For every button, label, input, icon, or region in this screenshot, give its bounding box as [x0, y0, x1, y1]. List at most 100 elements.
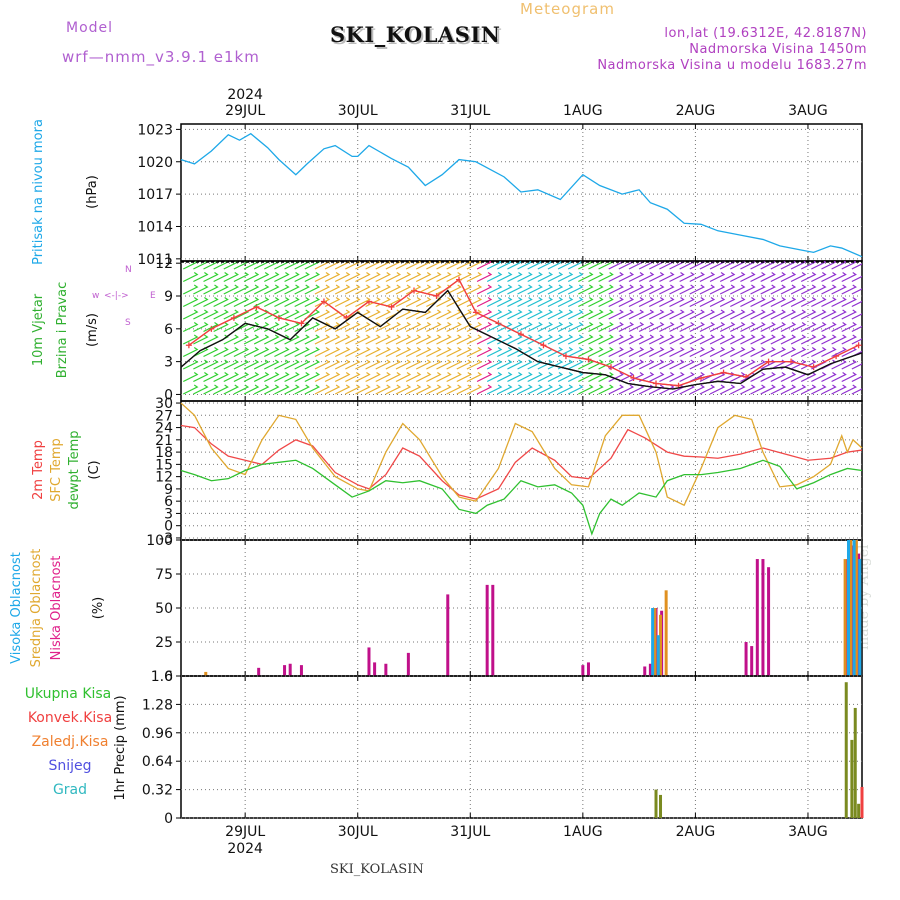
wind-barb — [780, 284, 797, 295]
wind-barb — [709, 309, 726, 320]
wind-barb — [517, 384, 533, 395]
wind-barb — [385, 261, 402, 270]
bar — [406, 652, 410, 676]
wind-barb — [497, 272, 513, 283]
wind-barb — [294, 334, 310, 345]
wind-barb — [355, 372, 371, 383]
precip-legend-item: Snijeg — [48, 758, 91, 774]
wind-key-w: w — [92, 291, 99, 301]
precip-legend-item: Zaledj.Kisa — [32, 734, 109, 750]
wind-barb — [486, 272, 503, 283]
wind-barb — [507, 334, 523, 345]
wind-barb — [375, 347, 391, 358]
wind-barb — [790, 384, 807, 395]
wind-barb — [719, 322, 736, 333]
wind-barb — [841, 322, 857, 333]
wind-barb — [304, 297, 321, 308]
wind-barb — [648, 284, 665, 295]
wind-barb — [689, 359, 705, 370]
y-tick-label: 100 — [146, 533, 173, 549]
wind-barb — [233, 347, 250, 358]
wind-barb — [456, 261, 472, 270]
bar — [651, 608, 655, 676]
wind-barb — [730, 297, 746, 308]
wind-barb — [314, 297, 331, 308]
wind-barb — [213, 359, 229, 370]
wind-barb — [800, 261, 817, 270]
wind-barb — [203, 322, 219, 333]
wind-barb — [446, 297, 462, 308]
wind-barb — [314, 284, 331, 295]
wind-barb — [395, 322, 412, 333]
wind-barb — [659, 384, 675, 395]
wind-barb — [851, 288, 862, 295]
wind-series-line — [180, 289, 863, 390]
wind-barb — [578, 309, 594, 320]
wind-barb — [476, 297, 493, 308]
wind-barb — [598, 272, 614, 283]
wind-barb — [628, 322, 645, 333]
wind-barb — [355, 309, 371, 320]
wind-barb — [598, 284, 614, 295]
y-tick-label: 21 — [155, 433, 173, 449]
wind-barb — [334, 297, 351, 308]
wind-barb — [415, 384, 432, 395]
wind-barb — [537, 334, 554, 345]
wind-barb — [821, 272, 837, 283]
wind-barb — [567, 359, 584, 370]
wind-barb — [638, 334, 655, 345]
bar — [853, 707, 857, 818]
bar — [257, 667, 261, 676]
wind-barb — [669, 372, 685, 383]
y-tick-label: 1023 — [137, 122, 173, 138]
wind-barb — [375, 272, 391, 283]
wind-barb — [345, 384, 361, 395]
wind-barb — [709, 359, 726, 370]
wind-barb — [243, 384, 260, 395]
wind-barb — [405, 261, 422, 270]
wind-barb — [608, 284, 624, 295]
wind-barb — [831, 322, 847, 333]
wind-barb — [253, 322, 270, 333]
wind-barb — [628, 309, 645, 320]
wind-barb — [233, 384, 250, 395]
y-tick-label: 6 — [164, 322, 173, 338]
wind-barb — [284, 372, 300, 383]
wind-barb — [517, 334, 533, 345]
wind-barb — [294, 309, 310, 320]
bar — [654, 789, 658, 818]
wind-barb — [334, 284, 351, 295]
panel-frame-precip — [180, 675, 863, 819]
wind-barb — [182, 272, 199, 283]
wind-barb — [223, 359, 239, 370]
wind-barb — [243, 334, 260, 345]
wind-barb — [497, 297, 513, 308]
model-altitude-label: Nadmorska Visina u modelu 1683.27m — [597, 58, 867, 73]
wind-barb — [740, 359, 756, 370]
series-line — [180, 459, 863, 536]
wind-barb — [578, 384, 594, 395]
wind-barb — [243, 297, 260, 308]
bottom-day-label: 29JUL — [225, 824, 265, 840]
wind-barb — [334, 384, 351, 395]
wind-barb — [233, 309, 250, 320]
wind-barb — [527, 384, 543, 395]
wind-barb — [395, 334, 412, 345]
wind-barb — [385, 334, 402, 345]
wind-barb — [598, 384, 614, 395]
wind-barb — [770, 384, 787, 395]
wind-barb — [547, 347, 564, 358]
wind-barb — [203, 359, 219, 370]
wind-barb — [223, 297, 239, 308]
wind-barb — [790, 309, 807, 320]
wind-barb — [618, 372, 635, 383]
wind-barb — [253, 347, 270, 358]
top-day-label: 29JUL — [225, 103, 265, 119]
wind-barb — [365, 284, 381, 295]
wind-barb — [253, 372, 270, 383]
bar — [288, 663, 292, 676]
wind-barb — [415, 272, 432, 283]
wind-barb — [730, 372, 746, 383]
wind-barb — [466, 347, 483, 358]
